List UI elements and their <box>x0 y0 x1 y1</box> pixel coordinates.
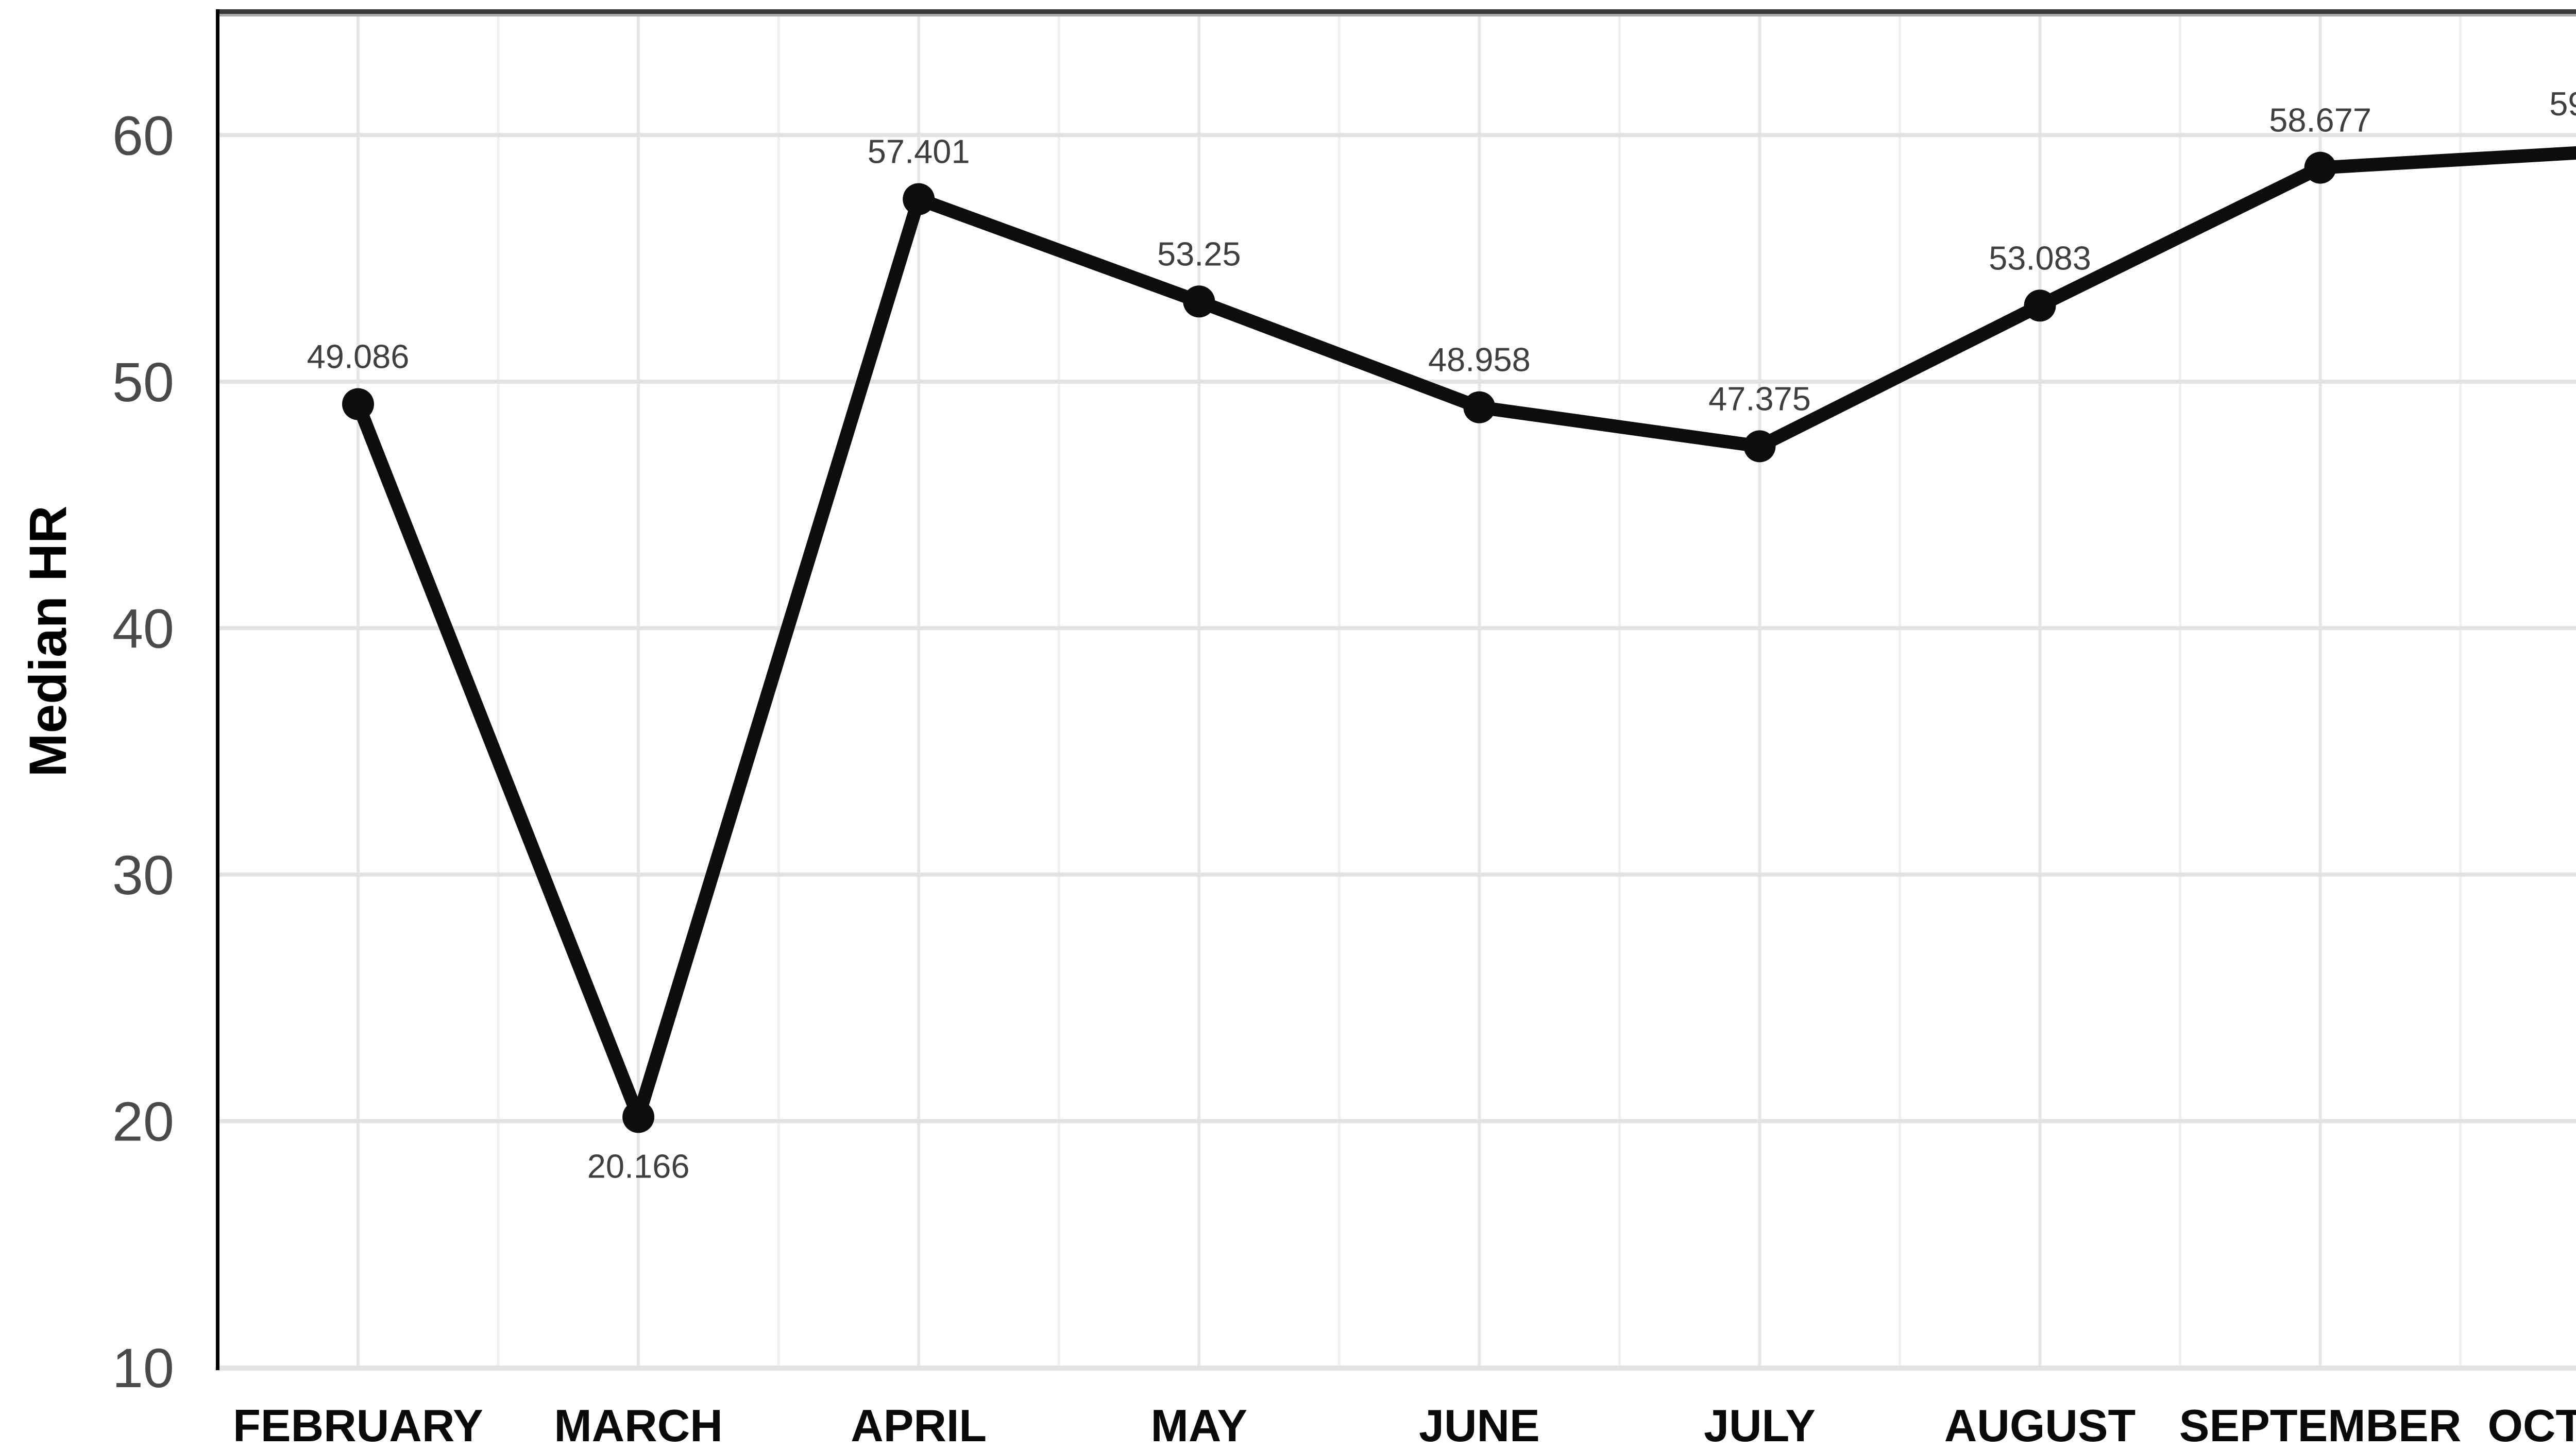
y-axis-tick-label: 20 <box>112 1090 174 1153</box>
y-axis-tick-label: 30 <box>112 844 174 906</box>
y-axis-tick-label: 60 <box>112 104 174 166</box>
data-point <box>622 1101 655 1133</box>
panel-border-left <box>216 9 219 1370</box>
data-point-label: 57.401 <box>868 133 970 170</box>
gridlines-major-vertical <box>357 12 2322 1368</box>
y-axis-title: Median HR <box>19 505 77 777</box>
x-axis-tick-label: MARCH <box>554 1400 723 1450</box>
data-point <box>2304 151 2336 184</box>
panel-border-top <box>216 9 2576 14</box>
x-axis-tick-label: MAY <box>1151 1400 1247 1450</box>
data-point-label: 20.166 <box>587 1148 690 1185</box>
data-point-label: 47.375 <box>1708 380 1811 417</box>
y-axis-tick-label: 10 <box>112 1337 174 1399</box>
panel-border-bottom <box>215 1367 2576 1371</box>
data-point <box>342 388 374 420</box>
data-point-label: 48.958 <box>1428 341 1531 379</box>
data-point <box>1743 430 1776 463</box>
x-axis-tick-label: AUGUST <box>1944 1400 2136 1450</box>
data-point-labels: 49.086 20.166 57.401 53.25 48.958 47.375 53.08… <box>307 85 2576 1185</box>
data-point <box>903 183 935 215</box>
y-axis-tick-label: 40 <box>112 597 174 659</box>
x-axis-tick-label: JUNE <box>1419 1400 1540 1450</box>
data-point <box>1183 285 1215 318</box>
data-point-label: 59.333 <box>2549 85 2576 123</box>
data-point <box>2024 289 2056 322</box>
x-axis-tick-labels: FEBRUARY MARCH APRIL MAY JUNE JULY AUGUST SEPTE… <box>233 1400 2576 1450</box>
data-point-label: 53.083 <box>1989 239 2091 277</box>
x-axis-tick-label: APRIL <box>851 1400 987 1450</box>
x-axis-tick-label: SEPTEMBER <box>2179 1400 2462 1450</box>
panel-borders <box>215 9 2576 1371</box>
y-axis-tick-labels: 10 20 30 40 50 60 <box>112 104 174 1399</box>
data-point-label: 58.677 <box>2269 101 2371 139</box>
data-point-label: 53.25 <box>1157 235 1241 272</box>
y-axis-tick-label: 50 <box>112 351 174 413</box>
gridlines-minor-vertical <box>497 12 2462 1368</box>
x-axis-tick-label: OCTOBER <box>2487 1400 2576 1450</box>
gridlines-major-horizontal <box>218 133 2576 1370</box>
data-point <box>1463 391 1496 423</box>
data-points <box>342 151 2336 1133</box>
x-axis-tick-label: JULY <box>1704 1400 1816 1450</box>
data-point-label: 49.086 <box>307 338 410 376</box>
series-line <box>351 146 2576 1124</box>
x-axis-tick-label: FEBRUARY <box>233 1400 483 1450</box>
panel-border-top-shadow <box>216 14 2576 16</box>
